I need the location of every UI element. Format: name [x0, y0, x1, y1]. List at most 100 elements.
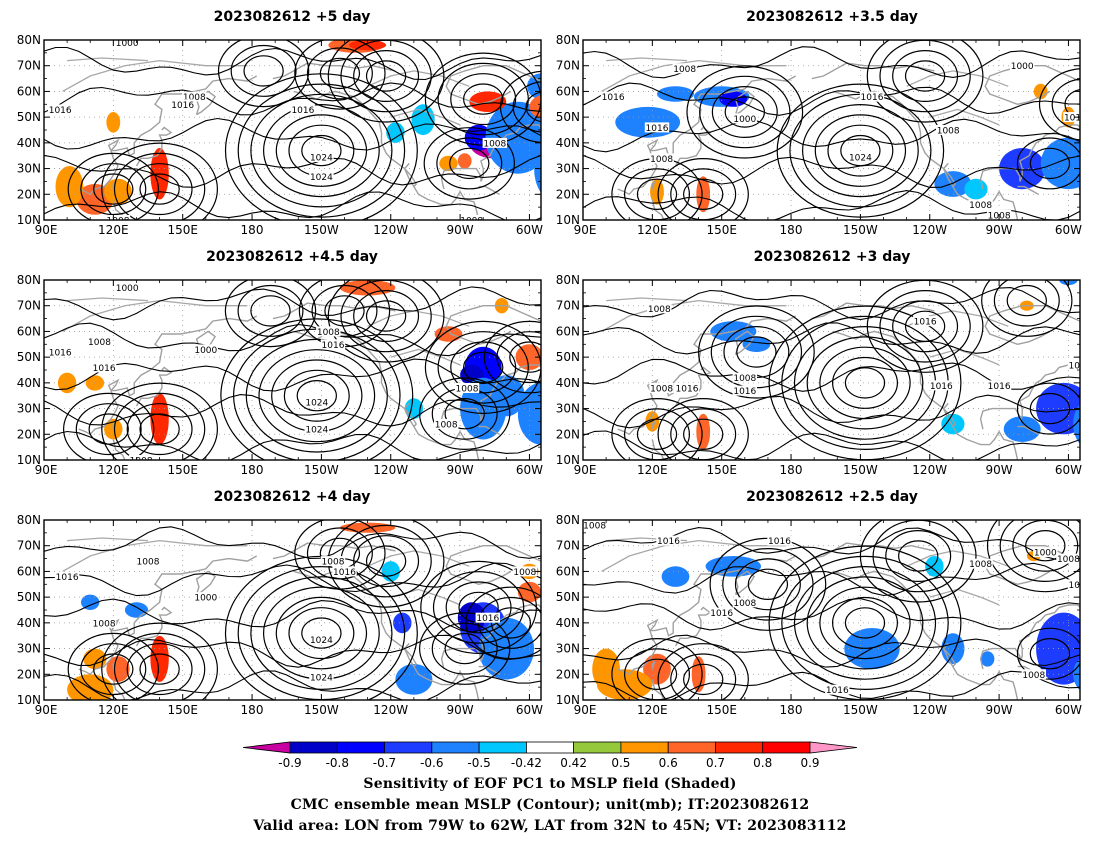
- x-tick-label: 90E: [35, 223, 58, 237]
- x-tick-label: 180: [241, 463, 264, 477]
- isobar: [306, 47, 373, 100]
- coastline: [445, 545, 541, 586]
- contour-label-bg: [91, 362, 117, 373]
- sensitivity-shade: [980, 651, 995, 667]
- isobar: [237, 284, 304, 337]
- x-tick-label: 90W: [986, 703, 1013, 717]
- contour-label-bg: [309, 671, 334, 682]
- isobar: [736, 336, 777, 368]
- river-line: [67, 297, 149, 302]
- y-tick-label: 20N: [556, 667, 580, 681]
- isobar: [1029, 147, 1071, 180]
- x-tick-label: 120W: [912, 463, 947, 477]
- isobar: [44, 117, 541, 151]
- contour-label: 1008: [137, 558, 160, 568]
- caption-line-3: Valid area: LON from 79W to 62W, LAT fro…: [253, 818, 847, 834]
- isobar: [509, 341, 541, 373]
- x-tick-label: 60W: [1055, 703, 1082, 717]
- coastline: [984, 64, 1080, 106]
- contour-label-bg: [732, 597, 757, 608]
- isobar: [93, 173, 134, 205]
- map-panel-2: 1016101610081008101610081008100810161000…: [556, 9, 1082, 237]
- colorbar-label: 0.8: [753, 756, 772, 770]
- isobar: [353, 535, 420, 588]
- isobar: [243, 55, 284, 87]
- contour-label: 1016: [826, 686, 849, 696]
- y-tick-label: 70N: [17, 299, 41, 313]
- panel-title: 2023082612 +3.5 day: [746, 9, 918, 25]
- contour-label: 1016: [930, 382, 953, 392]
- contour-label: 1000: [1034, 549, 1057, 559]
- contour-label: 1008: [93, 619, 116, 629]
- river-line: [906, 70, 1009, 87]
- contour-label: 1024: [310, 636, 333, 646]
- panel-title: 2023082612 +4 day: [214, 489, 371, 505]
- contour-label-bg: [929, 380, 954, 391]
- coastline: [403, 642, 418, 668]
- contour-label-bg: [674, 383, 700, 393]
- sensitivity-shade: [941, 413, 965, 435]
- y-tick-label: 40N: [556, 136, 580, 150]
- contour-label-bg: [182, 91, 207, 102]
- isobar: [139, 653, 180, 685]
- isobar: [353, 49, 420, 102]
- y-tick-label: 40N: [17, 136, 41, 150]
- isobar: [499, 70, 541, 144]
- contour-label-bg: [193, 592, 218, 603]
- isobar: [814, 114, 907, 187]
- sensitivity-shade: [150, 393, 169, 445]
- contour-label-bg: [1021, 669, 1046, 680]
- river-line: [390, 348, 461, 366]
- contour-label: 1016: [93, 364, 116, 374]
- contour-label-bg: [859, 91, 885, 102]
- x-tick-label: 150W: [843, 703, 878, 717]
- river-line: [367, 550, 470, 567]
- colorbar-swatch: [667, 741, 716, 754]
- isobar: [301, 134, 342, 167]
- isobar: [1016, 627, 1080, 680]
- isobar: [444, 398, 485, 430]
- isobar: [781, 555, 949, 691]
- contour-label-bg: [128, 455, 154, 460]
- contour-label-bg: [1010, 60, 1035, 71]
- x-tick-label: 60W: [516, 463, 543, 477]
- contour-label: 1008: [733, 599, 756, 609]
- coastline: [78, 315, 258, 436]
- y-tick-label: 60N: [556, 564, 580, 578]
- contour-label-bg: [644, 122, 670, 133]
- x-tick-label: 90W: [986, 223, 1013, 237]
- y-tick-label: 20N: [556, 187, 580, 201]
- coastline: [832, 330, 1019, 460]
- isobar: [230, 44, 297, 97]
- isobar: [419, 377, 511, 451]
- isobar: [101, 382, 218, 460]
- isobar: [126, 643, 193, 696]
- isobar: [670, 653, 737, 700]
- x-tick-label: 120E: [98, 223, 129, 237]
- isobar: [423, 127, 515, 200]
- colorbar-min-arrow: [242, 741, 291, 754]
- isobar: [126, 163, 193, 216]
- colorbar-swatch: [478, 741, 527, 754]
- y-tick-label: 20N: [17, 427, 41, 441]
- x-tick-label: 90W: [447, 463, 474, 477]
- sensitivity-shade: [411, 104, 435, 136]
- isobar: [483, 320, 541, 394]
- isobar: [879, 289, 971, 363]
- colorbar-label: 0.9: [800, 756, 819, 770]
- river-line: [67, 57, 149, 62]
- isobar: [250, 295, 291, 327]
- contour-label-bg: [600, 91, 626, 102]
- coastline: [979, 124, 1080, 190]
- isobar: [827, 124, 894, 177]
- colorbar-swatch: [526, 741, 575, 754]
- isobar: [657, 643, 749, 700]
- contour-label: 1024: [310, 173, 333, 183]
- isobar: [44, 358, 541, 392]
- coastline: [440, 604, 541, 670]
- isobar: [139, 173, 180, 205]
- coastline: [1017, 425, 1039, 435]
- isobar: [432, 571, 525, 644]
- isobar: [437, 331, 529, 404]
- contour-label-bg: [454, 383, 480, 393]
